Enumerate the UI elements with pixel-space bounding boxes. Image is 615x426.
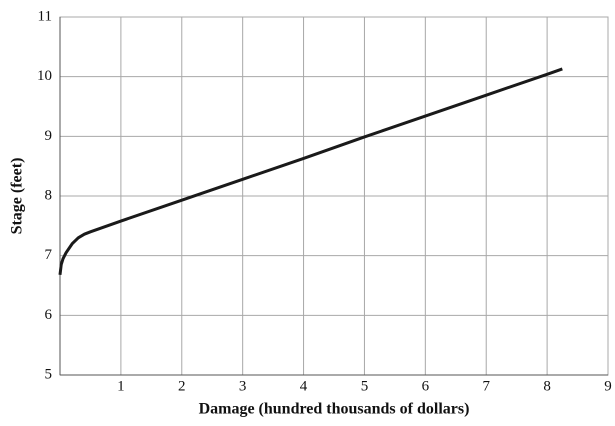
y-tick-label: 7 [45, 247, 53, 263]
y-tick-label: 10 [37, 68, 52, 84]
data-line [58, 67, 563, 275]
x-tick-label: 4 [300, 378, 308, 394]
x-tick-label: 3 [239, 378, 247, 394]
y-tick-label: 6 [45, 307, 53, 323]
x-tick-label: 1 [117, 378, 125, 394]
y-tick-label: 11 [38, 8, 52, 24]
y-axis-label: Stage (feet) [9, 158, 26, 235]
x-tick-label: 2 [178, 378, 186, 394]
y-tick-label: 9 [45, 128, 53, 144]
x-axis-label: Damage (hundred thousands of dollars) [199, 401, 470, 418]
x-tick-label: 6 [422, 378, 430, 394]
x-tick-label: 7 [482, 378, 490, 394]
x-tick-label: 8 [543, 378, 551, 394]
x-tick-label: 5 [361, 378, 369, 394]
y-tick-label: 5 [45, 366, 53, 382]
y-tick-label: 8 [45, 187, 53, 203]
x-tick-label: 9 [604, 378, 612, 394]
